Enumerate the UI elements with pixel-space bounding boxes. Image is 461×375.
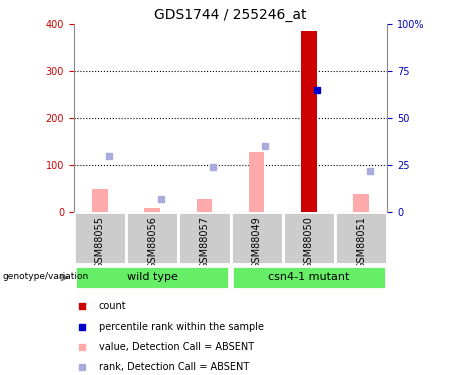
Text: GSM88056: GSM88056: [147, 216, 157, 269]
Bar: [230, 212, 283, 264]
Text: GSM88057: GSM88057: [199, 216, 209, 269]
Bar: [126, 212, 178, 264]
Text: percentile rank within the sample: percentile rank within the sample: [99, 322, 264, 332]
Bar: [231, 266, 386, 290]
Text: GSM88050: GSM88050: [304, 216, 314, 269]
Text: GSM88055: GSM88055: [95, 216, 105, 269]
Bar: [283, 212, 335, 264]
Bar: [353, 194, 369, 212]
Bar: [144, 208, 160, 212]
Text: rank, Detection Call = ABSENT: rank, Detection Call = ABSENT: [99, 362, 249, 372]
Title: GDS1744 / 255246_at: GDS1744 / 255246_at: [154, 8, 307, 22]
Bar: [74, 212, 126, 264]
Text: GSM88051: GSM88051: [356, 216, 366, 269]
Bar: [92, 189, 108, 212]
Text: GSM88049: GSM88049: [252, 216, 262, 269]
Bar: [301, 32, 317, 212]
Bar: [196, 199, 212, 212]
Bar: [335, 212, 387, 264]
Text: count: count: [99, 302, 127, 312]
Text: wild type: wild type: [127, 273, 177, 282]
Text: genotype/variation: genotype/variation: [2, 272, 89, 281]
Text: value, Detection Call = ABSENT: value, Detection Call = ABSENT: [99, 342, 254, 352]
Bar: [249, 152, 265, 212]
Bar: [75, 266, 230, 290]
Bar: [178, 212, 230, 264]
Text: csn4-1 mutant: csn4-1 mutant: [268, 273, 349, 282]
